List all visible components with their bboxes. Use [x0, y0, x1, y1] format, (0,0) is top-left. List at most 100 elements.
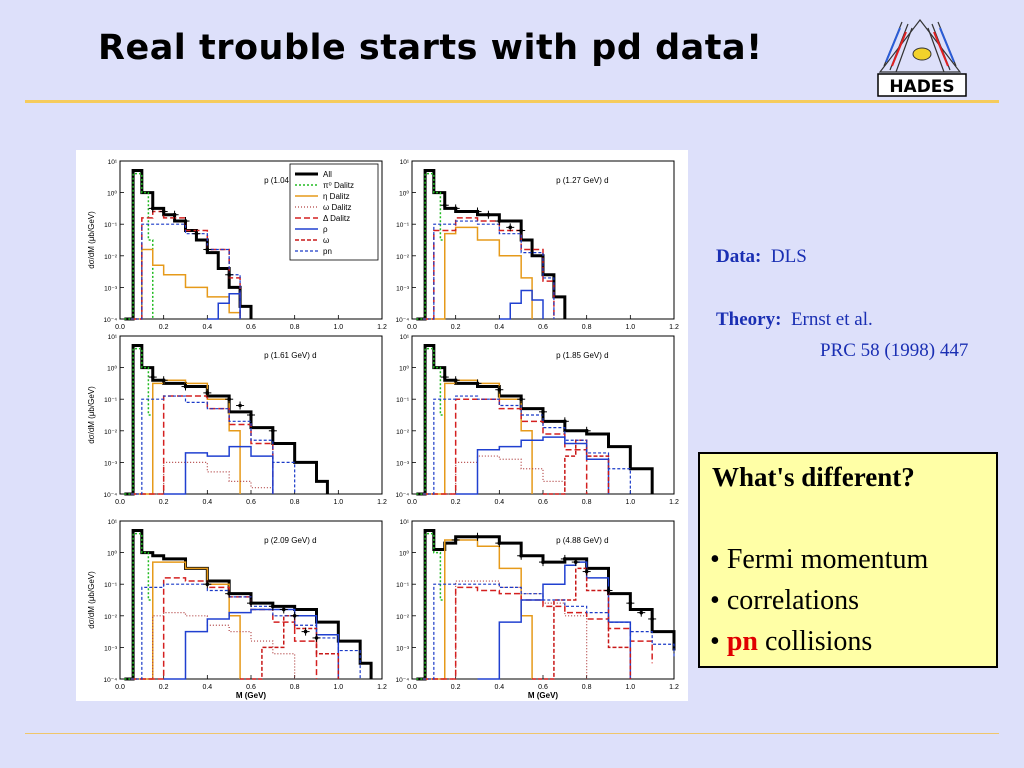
series--dalitz — [124, 347, 154, 495]
spectra-plot-grid: 0.0 0.2 0.4 0.6 0.8 1.0 1.2 10⁻⁴ 10⁻³ 10⁻² 10⁻¹ 10⁰… — [87, 159, 679, 700]
y-axis-label: dσ/dM (μb/GeV) — [87, 386, 96, 444]
data-point — [194, 231, 199, 236]
data-point — [497, 219, 502, 223]
dilepton-spectra-figure: 0.0 0.2 0.4 0.6 0.8 1.0 1.2 10⁻⁴ 10⁻³ 10⁻² 10⁻¹ 10⁰… — [76, 150, 688, 701]
legend-label: pn — [323, 247, 332, 256]
logo-text: HADES — [889, 77, 954, 97]
data-point — [639, 610, 644, 615]
title-divider — [25, 100, 999, 103]
data-point — [563, 557, 567, 561]
x-tick-label: 1.2 — [377, 684, 387, 691]
callout-item-pn: • pn collisions — [710, 626, 873, 657]
x-tick-label: 1.2 — [669, 324, 679, 331]
data-point — [227, 397, 231, 401]
y-tick-label: 10⁰ — [399, 550, 409, 558]
y-axis-label: dσ/dM (μb/GeV) — [87, 571, 96, 629]
x-tick-label: 1.2 — [669, 684, 679, 691]
series-pn — [130, 395, 296, 495]
data-label: Data: — [716, 246, 762, 267]
theory-reference: PRC 58 (1998) 447 — [820, 340, 969, 361]
x-tick-label: 1.2 — [377, 324, 387, 331]
data-point — [486, 212, 491, 217]
data-point — [606, 588, 611, 593]
data-point — [227, 591, 231, 596]
data-value: DLS — [770, 246, 807, 267]
x-tick-label: 0.8 — [290, 324, 300, 331]
y-tick-label: 10⁻¹ — [104, 222, 118, 229]
y-tick-label: 10¹ — [400, 334, 410, 341]
x-tick-label: 1.2 — [377, 499, 387, 506]
series--dalitz — [152, 461, 274, 495]
x-tick-label: 1.0 — [625, 684, 635, 691]
series--dalitz — [416, 347, 446, 495]
y-tick-label: 10⁻³ — [396, 645, 410, 652]
y-tick-label: 10⁻¹ — [104, 582, 118, 589]
y-tick-label: 10¹ — [400, 159, 410, 166]
data-point — [508, 225, 513, 230]
panel-title: p (4.88 GeV) d — [556, 536, 608, 545]
series-pn — [422, 395, 631, 495]
x-tick-label: 0.8 — [582, 324, 592, 331]
y-tick-label: 10⁻⁴ — [396, 677, 410, 684]
y-tick-label: 10⁰ — [399, 190, 409, 198]
callout-item-correlations: • correlations — [710, 585, 859, 616]
hades-logo: HADES — [872, 14, 972, 98]
y-axis-label: dσ/dM (μb/GeV) — [87, 211, 96, 269]
theory-source: Theory: Ernst et al. — [716, 309, 873, 331]
y-tick-label: 10⁻² — [104, 429, 118, 436]
y-tick-label: 10⁻⁴ — [396, 492, 410, 499]
series-- — [499, 289, 544, 320]
x-tick-label: 0.0 — [115, 324, 125, 331]
x-tick-label: 0.4 — [202, 324, 212, 331]
data-point — [541, 410, 545, 414]
data-point — [205, 247, 210, 252]
x-tick-label: 0.2 — [451, 499, 461, 506]
panel-title: p (2.09 GeV) d — [264, 536, 316, 545]
data-point — [453, 538, 458, 542]
x-tick-label: 0.4 — [494, 324, 504, 331]
data-point — [584, 429, 589, 433]
data-point — [161, 209, 166, 214]
y-tick-label: 10⁻¹ — [396, 582, 410, 589]
footer-divider — [25, 733, 999, 734]
data-point — [584, 569, 589, 574]
series--dalitz — [422, 586, 653, 680]
x-tick-label: 0.6 — [246, 684, 256, 691]
x-tick-label: 1.0 — [625, 499, 635, 506]
series--dalitz — [130, 248, 241, 320]
whats-different-box: What's different? • Fermi momentum • cor… — [698, 452, 998, 668]
y-tick-label: 10⁻³ — [396, 460, 410, 467]
x-tick-label: 0.0 — [115, 684, 125, 691]
x-tick-label: 1.0 — [333, 684, 343, 691]
data-point — [519, 553, 523, 558]
y-tick-label: 10⁰ — [107, 550, 117, 558]
y-tick-label: 10⁻² — [396, 614, 410, 621]
data-point — [650, 617, 654, 621]
x-axis-label: M (GeV) — [236, 691, 267, 700]
series-- — [532, 567, 632, 680]
data-point — [172, 212, 177, 217]
series--dalitz — [416, 532, 446, 680]
x-tick-label: 0.8 — [290, 684, 300, 691]
y-tick-label: 10⁻⁴ — [396, 317, 410, 324]
series--dalitz — [444, 455, 566, 495]
x-tick-label: 0.0 — [407, 499, 417, 506]
y-tick-label: 10¹ — [400, 519, 410, 526]
legend-label: π⁰ Dalitz — [323, 181, 354, 190]
slide-title: Real trouble starts with pd data! — [98, 28, 763, 68]
data-point — [281, 607, 286, 612]
x-tick-label: 0.2 — [159, 499, 169, 506]
data-point — [227, 272, 231, 277]
x-tick-label: 0.2 — [159, 324, 169, 331]
data-point — [292, 614, 297, 618]
x-tick-label: 0.4 — [494, 684, 504, 691]
series-pn — [422, 583, 675, 680]
x-tick-label: 0.8 — [582, 499, 592, 506]
x-tick-label: 0.4 — [202, 684, 212, 691]
series--dalitz — [124, 172, 154, 320]
data-point — [497, 387, 502, 392]
series--dalitz — [416, 172, 446, 320]
y-tick-label: 10⁻⁴ — [104, 677, 118, 684]
data-point — [314, 636, 319, 640]
legend-label: ω Dalitz — [323, 203, 351, 212]
